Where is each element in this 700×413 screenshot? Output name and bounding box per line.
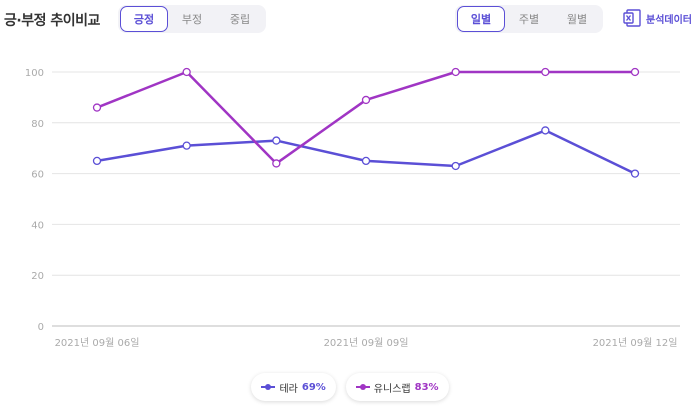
data-point-1-3	[361, 95, 371, 105]
data-point-0-2	[272, 136, 281, 145]
chart-legend: 테라 69% 유니스랩 83%	[0, 373, 700, 401]
y-tick-label-0: 0	[38, 322, 44, 333]
tab-negative[interactable]: 부정	[181, 13, 203, 26]
legend-label-tera: 테라	[279, 383, 298, 395]
y-tick-label-20: 20	[31, 271, 44, 282]
x-tick-label-6: 2021년 09월 12일	[593, 337, 678, 349]
legend-item-unislab[interactable]: 유니스랩 83%	[345, 373, 449, 401]
y-tick-label-40: 40	[31, 220, 44, 231]
legend-marker-tera	[261, 384, 276, 390]
tab-monthly[interactable]: 월별	[566, 13, 588, 26]
page-title: 긍·부정 추이비교	[4, 13, 100, 29]
excel-icon	[623, 9, 641, 27]
data-point-1-6	[630, 67, 640, 77]
legend-label-unislab: 유니스랩	[373, 383, 411, 395]
analysis-data-label: 분석데이터	[646, 14, 692, 26]
data-point-1-1	[182, 67, 191, 77]
period-toggle: 일별 주별 월별	[455, 5, 603, 33]
x-tick-label-3: 2021년 09월 09일	[324, 337, 409, 349]
axis-layer: 0 20 40 60 80 100 2021년 09월 06일 2021년 09월 09일 20…	[25, 68, 678, 349]
data-point-0-5	[541, 126, 550, 135]
data-point-0-3	[361, 156, 371, 166]
trend-line-chart: 0 20 40 60 80 100 2021년 09월 06일 2021년 09월 09일 20…	[25, 67, 680, 349]
tab-neutral[interactable]: 중립	[229, 13, 251, 26]
data-point-1-2	[272, 159, 281, 168]
data-point-0-6	[630, 169, 640, 178]
y-tick-label-100: 100	[25, 68, 44, 79]
grid-layer	[52, 71, 680, 327]
data-point-0-4	[451, 161, 460, 171]
data-point-1-0	[92, 103, 102, 112]
series-line-1	[96, 70, 635, 165]
data-point-1-5	[541, 67, 550, 77]
tab-weekly[interactable]: 주별	[518, 13, 540, 26]
data-point-1-4	[451, 67, 460, 77]
legend-percent-unislab: 83%	[414, 381, 439, 393]
x-tick-label-0: 2021년 09월 06일	[55, 337, 140, 349]
y-tick-label-60: 60	[31, 170, 44, 181]
data-point-0-1	[182, 141, 191, 150]
y-tick-label-80: 80	[31, 119, 44, 130]
sentiment-toggle: 긍정 부정 중립	[118, 5, 266, 33]
analysis-data-button[interactable]: 분석데이터	[622, 8, 692, 28]
tab-daily[interactable]: 일별	[457, 6, 505, 32]
data-point-0-0	[92, 156, 102, 166]
legend-marker-unislab	[355, 384, 370, 390]
series-line-0	[96, 129, 636, 175]
tab-positive[interactable]: 긍정	[120, 6, 168, 32]
series-layer	[92, 67, 640, 178]
legend-item-tera[interactable]: 테라 69%	[251, 373, 336, 401]
legend-percent-tera: 69%	[301, 381, 326, 393]
